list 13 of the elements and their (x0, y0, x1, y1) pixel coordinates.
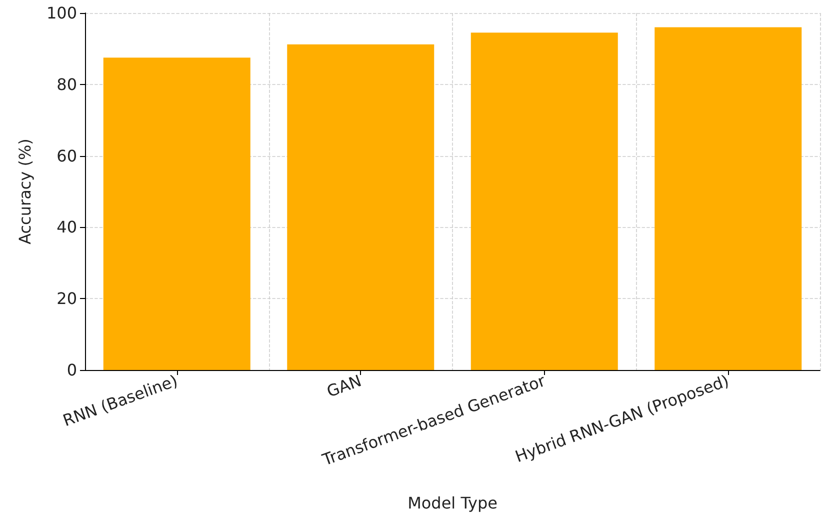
bar (470, 32, 618, 370)
y-tick-label: 20 (56, 289, 77, 308)
x-axis-title: Model Type (408, 494, 498, 512)
bar (287, 44, 434, 370)
bar (103, 58, 250, 370)
y-tick-label: 80 (56, 74, 77, 94)
y-tick-label: 40 (56, 218, 77, 237)
y-tick-label: 60 (56, 146, 77, 166)
bar (654, 27, 802, 370)
y-tick-label: 100 (46, 4, 77, 22)
x-tick-label: GAN (324, 371, 364, 401)
y-axis-title: Accuracy (%) (16, 138, 34, 244)
y-tick-label: 0 (66, 360, 77, 380)
